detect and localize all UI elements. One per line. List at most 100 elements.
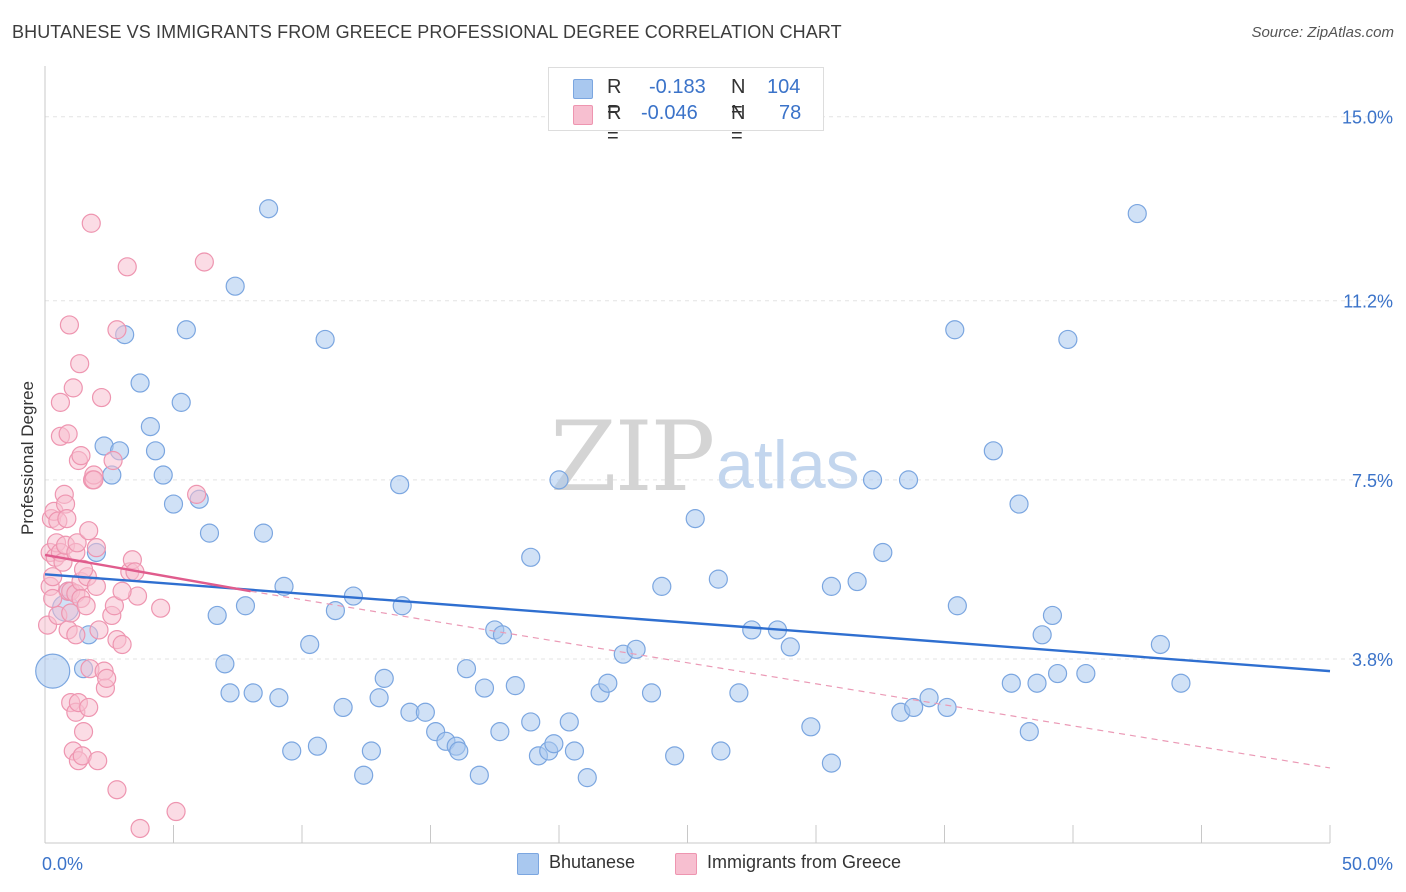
bhutanese-point <box>390 475 410 495</box>
bhutanese-point <box>333 697 353 718</box>
bhutanese-point <box>176 320 196 340</box>
bhutanese-point <box>243 683 263 703</box>
greece-point <box>194 252 214 272</box>
bhutanese-point <box>307 736 328 756</box>
bhutanese-point <box>937 697 957 718</box>
greece-point <box>86 576 107 596</box>
bhutanese-point <box>474 678 495 698</box>
greece-trend-line <box>44 553 251 593</box>
trend-lines <box>44 553 1331 769</box>
bhutanese-point <box>801 717 821 737</box>
greece-point <box>76 596 96 616</box>
greece-point <box>58 424 78 444</box>
bhutanese-point <box>559 712 579 732</box>
y-tick-label: 15.0% <box>1342 108 1393 128</box>
y-axis-label: Professional Degree <box>18 381 37 535</box>
greece-point <box>43 588 63 609</box>
bhutanese-point <box>282 741 302 761</box>
y-tick-label: 11.2% <box>1343 292 1393 312</box>
bhutanese-point <box>140 417 160 437</box>
stats-legend: R = -0.183 N = 104 R = -0.046 N = 78 <box>548 67 824 147</box>
watermark-zip: ZIP <box>550 401 713 513</box>
bhutanese-point <box>354 765 374 785</box>
bhutanese-point <box>171 392 191 412</box>
greece-point <box>107 320 127 340</box>
source-credit: Source: ZipAtlas.com <box>1251 24 1394 41</box>
bhutanese-point <box>492 625 513 645</box>
bhutanese-point <box>947 596 967 616</box>
bhutanese-point <box>35 653 71 689</box>
data-points <box>35 199 1191 839</box>
bhutanese-point <box>225 276 245 296</box>
greece-trend-extension <box>250 590 1331 769</box>
greece-point <box>86 538 107 558</box>
bhutanese-point <box>1042 605 1063 626</box>
legend-n-label: N = <box>731 76 746 121</box>
bhutanese-point <box>577 768 597 788</box>
bhutanese-point <box>1001 673 1021 693</box>
bhutanese-point <box>521 547 541 567</box>
greece-point <box>112 634 132 655</box>
greece-point <box>63 378 83 398</box>
bhutanese-point <box>821 753 842 773</box>
legend-n-value: 104 <box>767 76 801 98</box>
bhutanese-point <box>904 697 924 718</box>
bhutanese-point <box>1032 625 1052 645</box>
watermark-atlas: atlas <box>716 427 860 503</box>
greece-point <box>84 470 104 490</box>
greece-point <box>117 257 137 277</box>
bhutanese-point <box>549 470 569 490</box>
bhutanese-point <box>983 441 1003 461</box>
legend-r-label: R = <box>607 102 622 147</box>
greece-point <box>151 598 171 618</box>
bhutanese-point <box>564 741 585 761</box>
bhutanese-point <box>269 688 289 708</box>
chart-title: BHUTANESE VS IMMIGRANTS FROM GREECE PROF… <box>12 22 842 42</box>
bhutanese-point <box>456 659 477 679</box>
bhutanese-point <box>361 741 381 761</box>
bhutanese-point <box>369 688 389 708</box>
bhutanese-point <box>145 441 166 461</box>
bhutanese-point <box>235 596 256 616</box>
greece-point <box>73 559 94 580</box>
bhutanese-point <box>315 329 335 350</box>
bhutanese-point <box>544 734 564 754</box>
bhutanese-point <box>207 605 227 626</box>
bhutanese-point <box>505 676 525 696</box>
greece-point <box>91 387 112 408</box>
greece-point <box>107 780 127 800</box>
greece-point <box>59 315 80 335</box>
bhutanese-point <box>1171 673 1191 693</box>
bhutanese-point <box>898 470 919 490</box>
greece-point <box>79 521 99 541</box>
bhutanese-point <box>919 688 939 708</box>
greece-point <box>81 213 101 233</box>
bhutanese-point <box>469 765 489 785</box>
legend-r-value: -0.046 <box>641 102 698 124</box>
greece-point <box>73 722 94 742</box>
bhutanese-point <box>1150 634 1170 655</box>
bhutanese-point <box>374 668 394 688</box>
bhutanese-point <box>449 741 469 761</box>
bhutanese-point <box>665 746 685 766</box>
bhutanese-point <box>1047 663 1068 684</box>
bhutanese-point <box>742 620 762 640</box>
bhutanese-point <box>215 654 235 674</box>
legend-n-label: N = <box>731 102 746 147</box>
bhutanese-point <box>652 576 672 596</box>
bottom-legend-swatch-bhutanese <box>517 853 539 875</box>
bhutanese-point <box>1127 203 1147 224</box>
bhutanese-point <box>729 683 749 703</box>
greece-point <box>61 603 81 623</box>
greece-point <box>89 620 109 640</box>
bhutanese-point <box>598 673 618 693</box>
bhutanese-point <box>780 637 800 657</box>
x-tick-label: 0.0% <box>42 854 83 874</box>
greece-point <box>103 450 123 471</box>
bhutanese-point <box>1058 329 1078 350</box>
bhutanese-point <box>708 569 728 589</box>
bhutanese-point <box>1076 663 1096 684</box>
greece-point <box>71 446 91 466</box>
bottom-legend-label: Bhutanese <box>549 852 636 872</box>
bottom-legend-label: Immigrants from Greece <box>707 852 902 872</box>
